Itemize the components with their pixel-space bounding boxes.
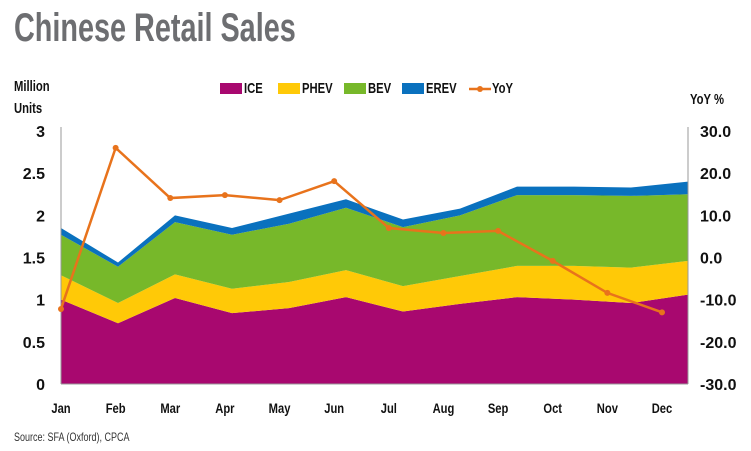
legend-label: BEV [368,80,392,97]
left-tick-label: 2.5 [23,166,45,183]
area-ice [61,294,688,384]
right-tick-label: 0.0 [700,251,722,268]
area-bev [61,194,688,304]
x-tick-label: Apr [215,401,234,416]
legend-item-phev: PHEV [278,80,340,97]
area-erev [61,181,688,267]
legend-label: EREV [426,80,457,97]
area-phev [61,260,688,324]
yoy-point [112,144,119,151]
right-tick-label: -20.0 [700,335,737,352]
yoy-point [221,192,228,199]
yoy-point [276,197,283,204]
legend-label: PHEV [302,80,333,97]
x-tick-label: Jul [381,401,397,416]
legend: ICE PHEV BEV EREV YoY [220,80,526,97]
yoy-point [604,289,611,296]
right-axis-label: YoY % [690,91,735,108]
yoy-point [167,195,174,202]
x-tick-label: Sep [488,401,509,416]
x-tick-label: Aug [433,401,455,416]
yoy-line [59,145,663,314]
source-text: Source: SFA (Oxford), CPCA [14,430,130,444]
x-tick-label: May [269,401,291,416]
left-axis-label-line2: Units [14,100,43,117]
left-tick-label: 0 [36,377,45,394]
left-tick-label: 3 [36,124,45,141]
legend-swatch [278,83,300,94]
legend-swatch [469,85,491,92]
right-tick-label: -30.0 [700,377,737,394]
chart-title: Chinese Retail Sales [14,6,296,50]
yoy-point [331,178,338,185]
legend-label: YoY [492,80,514,97]
x-tick-label: Dec [652,401,673,416]
legend-item-bev: BEV [344,80,398,97]
x-tick-label: Jan [51,401,70,416]
right-tick-label: 30.0 [700,124,731,141]
yoy-point [58,305,64,312]
yoy-point [440,230,447,237]
legend-label: ICE [244,80,263,97]
legend-swatch [402,83,424,94]
right-tick-label: 10.0 [700,208,731,225]
left-tick-label: 1.5 [23,251,45,268]
legend-swatch [220,83,242,94]
legend-item-erev: EREV [402,80,464,97]
legend-item-ice: ICE [220,80,274,97]
left-tick-label: 0.5 [23,335,45,352]
x-tick-label: Oct [543,401,562,416]
x-tick-label: Jun [324,401,344,416]
legend-swatch [344,83,366,94]
right-tick-label: -10.0 [700,293,737,310]
source-note: Source: SFA (Oxford), CPCA [14,430,168,444]
right-axis-label-text: YoY % [690,91,724,108]
yoy-point [549,257,556,264]
left-tick-label: 1 [36,293,45,310]
yoy-point [385,224,392,231]
left-axis-label: Million Units [14,76,62,120]
x-tick-label: Nov [597,401,618,416]
yoy-point [495,227,502,234]
yoy-point [659,309,665,316]
legend-item-yoy: YoY [468,80,522,97]
x-tick-label: Mar [160,401,180,416]
left-tick-label: 2 [36,208,45,225]
left-axis-label-line1: Million [14,78,50,95]
right-tick-label: 20.0 [700,166,731,183]
x-tick-label: Feb [106,401,126,416]
